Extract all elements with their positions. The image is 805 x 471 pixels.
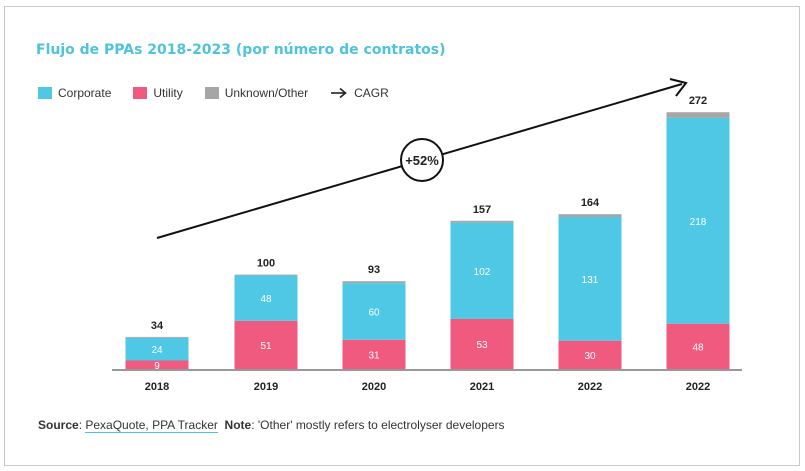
bar-unknown-other-2018: [125, 336, 189, 338]
legend-swatch-other: [204, 87, 219, 99]
total-label-2022: 272: [689, 95, 707, 107]
data-label-corporate-2022: 218: [690, 217, 707, 228]
x-tick-label-2019: 2019: [254, 381, 278, 393]
footer-source-label: Source: [38, 418, 79, 432]
x-tick-label-2022: 2022: [686, 381, 710, 393]
arrow-right-icon: [331, 87, 347, 99]
bar-corporate-2019: [234, 275, 298, 321]
bar-utility-2022: [666, 323, 730, 369]
data-label-utility-2021: 53: [476, 340, 488, 351]
cagr-value-label: +52%: [405, 153, 439, 168]
cagr-circle: [400, 138, 444, 182]
bar-utility-2019: [234, 320, 298, 369]
cagr-arrow-group: +52%: [156, 78, 688, 239]
data-label-corporate-2020: 60: [368, 307, 380, 318]
footer-note-text: : 'Other' mostly refers to electrolyser …: [251, 418, 505, 432]
bar-utility-2020: [342, 339, 406, 369]
chart-title: Flujo de PPAs 2018-2023 (por número de c…: [36, 42, 446, 58]
footer-note-label: Note: [224, 418, 252, 432]
legend-item-utility: Utility: [133, 86, 183, 100]
x-tick-label-2021: 2021: [470, 381, 494, 393]
bar-corporate-2022: [666, 117, 730, 324]
legend-label-utility: Utility: [153, 86, 183, 100]
bar-unknown-other-2019: [234, 274, 298, 276]
data-label-utility-2022: 30: [584, 351, 596, 362]
x-tick-label-2020: 2020: [362, 381, 386, 393]
bar-unknown-other-2022: [558, 214, 622, 218]
data-label-corporate-2018: 24: [151, 345, 163, 356]
bar-corporate-2020: [342, 283, 406, 340]
legend-swatch-utility: [133, 87, 148, 99]
legend-label-other: Unknown/Other: [224, 86, 309, 100]
bar-unknown-other-2020: [342, 281, 406, 284]
total-label-2021: 157: [473, 204, 491, 216]
bar-utility-2022: [558, 340, 622, 369]
legend-item-cagr: CAGR: [330, 86, 389, 100]
bar-unknown-other-2022: [666, 112, 730, 118]
bar-corporate-2022: [558, 217, 622, 341]
legend-item-corporate: Corporate: [38, 86, 111, 100]
legend: Corporate Utility Unknown/Other CAGR: [38, 86, 411, 100]
legend-label-corporate: Corporate: [58, 86, 112, 100]
bar-unknown-other-2021: [450, 220, 514, 223]
x-tick-label-2018: 2018: [145, 381, 169, 393]
bar-utility-2021: [450, 318, 514, 369]
bar-utility-2018: [125, 360, 189, 369]
legend-item-other: Unknown/Other: [204, 86, 309, 100]
data-label-utility-2018: 9: [154, 361, 160, 372]
footer: Source: PexaQuote, PPA Tracker Note: 'Ot…: [38, 418, 505, 433]
data-label-utility-2020: 31: [368, 350, 380, 361]
cagr-arrow-head: [669, 78, 688, 97]
legend-swatch-corporate: [38, 87, 52, 99]
total-label-2022: 164: [581, 197, 600, 209]
data-label-corporate-2021: 102: [474, 267, 491, 278]
data-label-corporate-2019: 48: [260, 294, 272, 305]
bar-corporate-2021: [450, 222, 514, 319]
data-label-utility-2019: 51: [260, 341, 272, 352]
data-label-corporate-2022: 131: [582, 275, 599, 286]
total-label-2020: 93: [368, 264, 380, 276]
x-tick-label-2022: 2022: [578, 381, 602, 393]
bar-corporate-2018: [125, 337, 189, 361]
total-label-2018: 34: [151, 320, 164, 332]
footer-source-link[interactable]: PexaQuote, PPA Tracker: [85, 418, 218, 433]
legend-label-cagr: CAGR: [354, 86, 389, 100]
total-label-2019: 100: [257, 258, 275, 270]
bars-group: 9 24 34 2018 51 48 100 2019 31 60 93 2020 53 102 157 20…: [125, 95, 730, 393]
data-label-utility-2022: 48: [692, 342, 704, 353]
